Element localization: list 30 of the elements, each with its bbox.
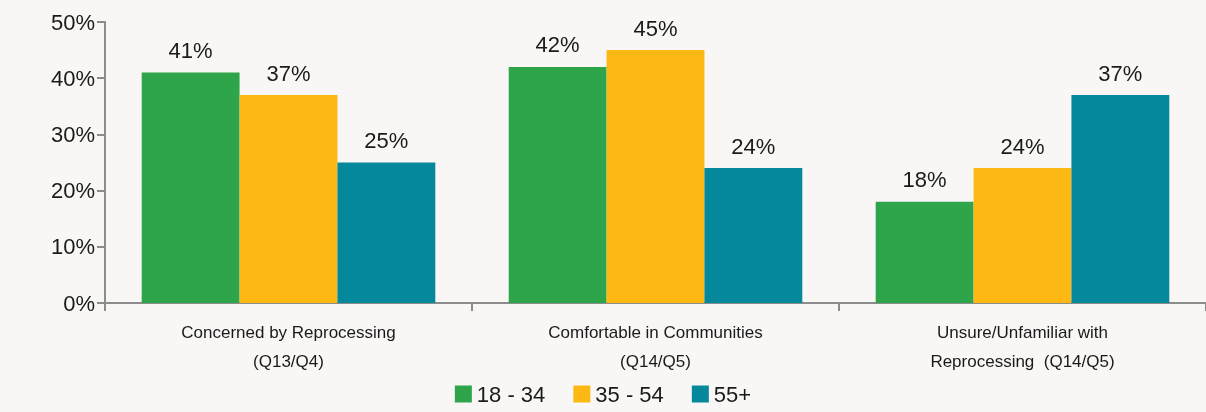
- data-label: 42%: [535, 32, 580, 58]
- bar: [973, 168, 1072, 303]
- legend-label: 35 - 54: [595, 381, 664, 407]
- bar: [704, 168, 803, 303]
- y-tick-label: 0%: [63, 290, 95, 316]
- data-label: 45%: [633, 15, 678, 41]
- data-label: 24%: [1000, 133, 1045, 159]
- x-tick-label: Concerned by Reprocessing (Q13/Q4): [181, 323, 396, 371]
- data-label: 24%: [731, 133, 776, 159]
- bar: [239, 95, 338, 303]
- y-tick-label: 50%: [50, 9, 95, 35]
- y-tick-label: 10%: [50, 234, 95, 260]
- x-tick-label: Comfortable in Communities (Q14/Q5): [548, 323, 763, 371]
- y-tick-label: 40%: [50, 65, 95, 91]
- bar: [508, 66, 607, 303]
- x-tick-label: Unsure/Unfamiliar with Reprocessing (Q14/Q5): [930, 323, 1115, 371]
- bar: [875, 201, 974, 303]
- bar: [606, 50, 705, 303]
- y-tick-label: 20%: [50, 178, 95, 204]
- data-label: 37%: [1098, 60, 1143, 86]
- y-tick-label: 30%: [50, 121, 95, 147]
- bar: [141, 72, 240, 303]
- data-label: 37%: [266, 60, 311, 86]
- legend-label: 18 - 34: [476, 381, 546, 407]
- data-label: 25%: [364, 128, 409, 153]
- legend-label: 55+: [713, 381, 752, 407]
- data-label: 41%: [168, 38, 213, 64]
- data-label: 18%: [902, 167, 947, 193]
- bar: [337, 162, 436, 303]
- bar: [1071, 95, 1170, 303]
